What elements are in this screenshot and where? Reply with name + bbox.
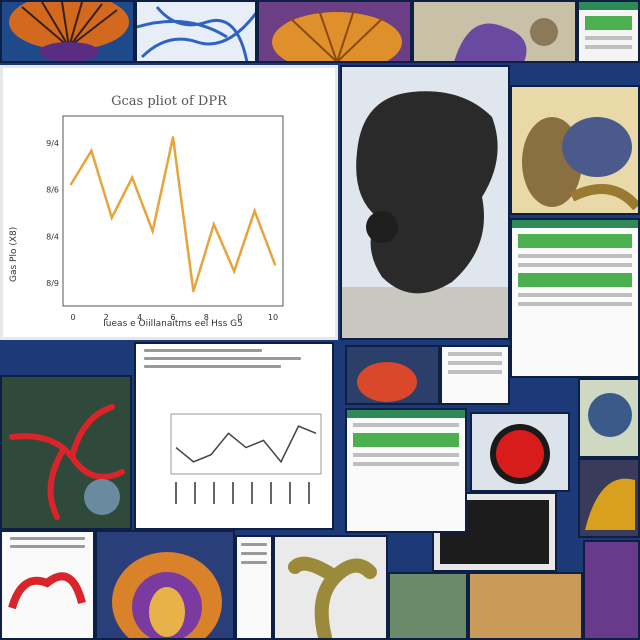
red-figure-image: [357, 362, 417, 402]
screenshot-green-block: [585, 16, 632, 30]
blue-network-painting: [135, 0, 257, 63]
chart-x-axis-label: Iueas e Oiillanaitms eel Hss G5: [103, 319, 243, 329]
spreadsheet-screenshot: [510, 218, 640, 378]
red-circle-device: [470, 412, 570, 492]
x-tick-label: 8: [204, 313, 209, 322]
text-line: [144, 357, 301, 360]
red-figure-photo: [345, 345, 440, 405]
tan-creature-image: [522, 117, 638, 211]
screenshot-row: [518, 302, 632, 306]
chart-title: Gcas pliot of DPR: [111, 94, 227, 109]
red-plant-image: [8, 572, 86, 610]
blue-creature-photo: [578, 378, 640, 458]
wooden-panel-photo: [468, 572, 583, 640]
screenshot-row: [448, 361, 502, 365]
red-circle-image: [490, 424, 550, 484]
screenshot-row: [353, 462, 459, 466]
yellow-sculpture-image: [585, 478, 635, 530]
yellow-sculpture-photo: [578, 458, 640, 538]
orange-bark-sculpture: [257, 0, 412, 63]
x-tick-label: 10: [268, 313, 278, 322]
orange-ring-image: [112, 552, 222, 638]
data-point: [110, 216, 114, 219]
screenshot-header-bar: [512, 220, 638, 228]
data-point: [212, 223, 215, 226]
screenshot-row: [448, 370, 502, 374]
screenshot-row: [518, 254, 632, 258]
line-chart: 0 2 4 6 8 0 10 9/4 8/6 8/4 8/9: [46, 115, 284, 322]
document-page: [0, 530, 95, 640]
screenshot-mosaic: [345, 408, 467, 533]
x-tick-label: 0: [237, 313, 242, 322]
screenshot-header-bar: [579, 2, 638, 10]
screenshot-row: [518, 263, 632, 267]
x-tick-label: 4: [137, 313, 142, 322]
data-point: [192, 290, 195, 293]
document-chart-panel: [134, 342, 334, 530]
green-machine-photo: [388, 572, 468, 640]
screenshot-green-block: [353, 433, 459, 447]
text-document: [235, 535, 273, 640]
data-point: [233, 270, 236, 273]
purple-rock-photo: [412, 0, 577, 63]
y-tick-label: 8/4: [46, 232, 59, 241]
x-tick-label: 0: [70, 313, 75, 322]
screenshot-row: [448, 352, 502, 356]
form-screenshot: [440, 345, 510, 405]
y-tick-label: 9/4: [46, 139, 59, 148]
screenshot-row: [585, 36, 632, 40]
x-tick-label: 6: [170, 313, 175, 322]
text-line: [144, 349, 262, 352]
purple-rock-image: [414, 2, 575, 61]
data-point: [131, 176, 134, 179]
blue-network-image: [137, 6, 255, 61]
plot-area: [170, 413, 322, 475]
plot-area: [62, 115, 284, 307]
chart-y-axis-label: Gas Plo (X8): [9, 226, 19, 282]
orange-fan-creature: [0, 0, 135, 63]
blue-creature-image: [588, 393, 632, 437]
y-tick-label: 8/9: [46, 279, 59, 288]
green-app-screenshot: [577, 0, 640, 63]
screenshot-row: [518, 293, 632, 297]
document-line-chart: [170, 413, 322, 504]
black-coral-image: [342, 91, 508, 338]
screenshot-row: [585, 45, 632, 49]
twisted-wood-image: [288, 556, 377, 638]
y-tick-label: 8/6: [46, 186, 59, 195]
tan-creature-sculpture: [510, 85, 640, 215]
orange-ring-sculpture: [95, 530, 235, 640]
purple-corner-photo: [583, 540, 640, 640]
data-point: [69, 183, 73, 186]
screenshot-row: [353, 423, 459, 427]
red-coral-painting: [0, 375, 132, 530]
screenshot-row: [353, 453, 459, 457]
text-line: [144, 365, 282, 368]
black-coral-sculpture: [340, 65, 510, 340]
x-tick-label: 2: [104, 313, 109, 322]
text-line: [241, 561, 267, 564]
line-chart-panel: Gcas pliot of DPR 0 2 4 6 8 0 10 9/4 8/6 8/4 8/9 I…: [0, 65, 338, 340]
text-line: [10, 537, 85, 540]
data-point: [151, 229, 154, 233]
orange-bark-image: [272, 9, 402, 61]
series-line: [175, 425, 317, 464]
red-coral-image: [9, 404, 125, 520]
text-line: [241, 543, 267, 546]
data-point: [273, 263, 277, 266]
text-line: [241, 552, 267, 555]
orange-fan-image: [9, 2, 129, 61]
screenshot-green-block: [518, 234, 632, 248]
data-point: [90, 149, 93, 152]
data-point: [253, 209, 256, 213]
screenshot-header-bar: [347, 410, 465, 418]
data-point: [171, 136, 175, 139]
twisted-wood-sculpture: [273, 535, 388, 640]
text-line: [10, 545, 85, 548]
screenshot-green-block: [518, 273, 632, 287]
